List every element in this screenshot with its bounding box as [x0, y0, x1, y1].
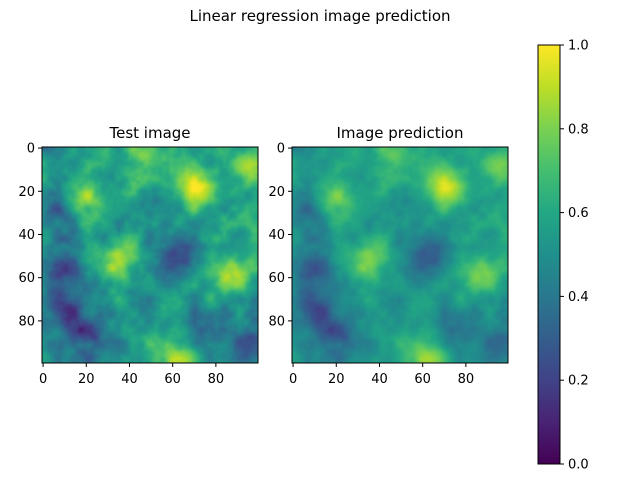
- y-tick-label: 80: [18, 314, 35, 329]
- prediction-axes: 0 20 40 60 80 0 20 40 60 80: [268, 142, 509, 387]
- test-image-axes: 0 20 40 60 80 0 20 40 60 80: [18, 142, 259, 387]
- colorbar-tick-label: 1.0: [568, 39, 589, 54]
- x-tick-label: 20: [328, 372, 345, 387]
- y-tick-label: 40: [268, 228, 285, 243]
- prediction-heatmap: [292, 147, 508, 363]
- x-tick-label: 60: [164, 372, 181, 387]
- colorbar-ticks: 0.0 0.2 0.4 0.6 0.8 1.0: [560, 39, 589, 473]
- x-tick-label: 60: [414, 372, 431, 387]
- test-image-ticks: 0 20 40 60 80 0 20 40 60 80: [18, 142, 224, 387]
- colorbar: 0.0 0.2 0.4 0.6 0.8 1.0: [537, 39, 589, 473]
- colorbar-tick-label: 0.6: [568, 206, 589, 221]
- colorbar-tick-label: 0.8: [568, 122, 589, 137]
- prediction-holder: [292, 147, 508, 363]
- y-tick-label: 20: [18, 185, 35, 200]
- y-tick-label: 60: [18, 271, 35, 286]
- test-image-title: Test image: [109, 124, 191, 142]
- colorbar-tick-label: 0.2: [568, 374, 589, 389]
- y-tick-label: 60: [268, 271, 285, 286]
- x-tick-label: 0: [289, 372, 297, 387]
- test-image-heatmap: [42, 147, 258, 363]
- x-tick-label: 40: [371, 372, 388, 387]
- figure-title: Linear regression image prediction: [189, 7, 451, 25]
- y-tick-label: 0: [27, 142, 35, 157]
- colorbar-tick-label: 0.0: [568, 458, 589, 473]
- test-image-frame: [41, 146, 259, 364]
- y-tick-label: 20: [268, 185, 285, 200]
- y-tick-label: 40: [18, 228, 35, 243]
- y-tick-label: 80: [268, 314, 285, 329]
- prediction-frame: [291, 146, 509, 364]
- prediction-ticks: 0 20 40 60 80 0 20 40 60 80: [268, 142, 474, 387]
- prediction-title: Image prediction: [336, 124, 464, 142]
- x-tick-label: 20: [78, 372, 95, 387]
- x-tick-label: 40: [121, 372, 138, 387]
- x-tick-label: 0: [39, 372, 47, 387]
- colorbar-frame: [537, 44, 561, 465]
- test-image-holder: [42, 147, 258, 363]
- colorbar-gradient: [538, 45, 560, 464]
- x-tick-label: 80: [458, 372, 475, 387]
- x-tick-label: 80: [208, 372, 225, 387]
- y-tick-label: 0: [277, 142, 285, 157]
- colorbar-tick-label: 0.4: [568, 290, 589, 305]
